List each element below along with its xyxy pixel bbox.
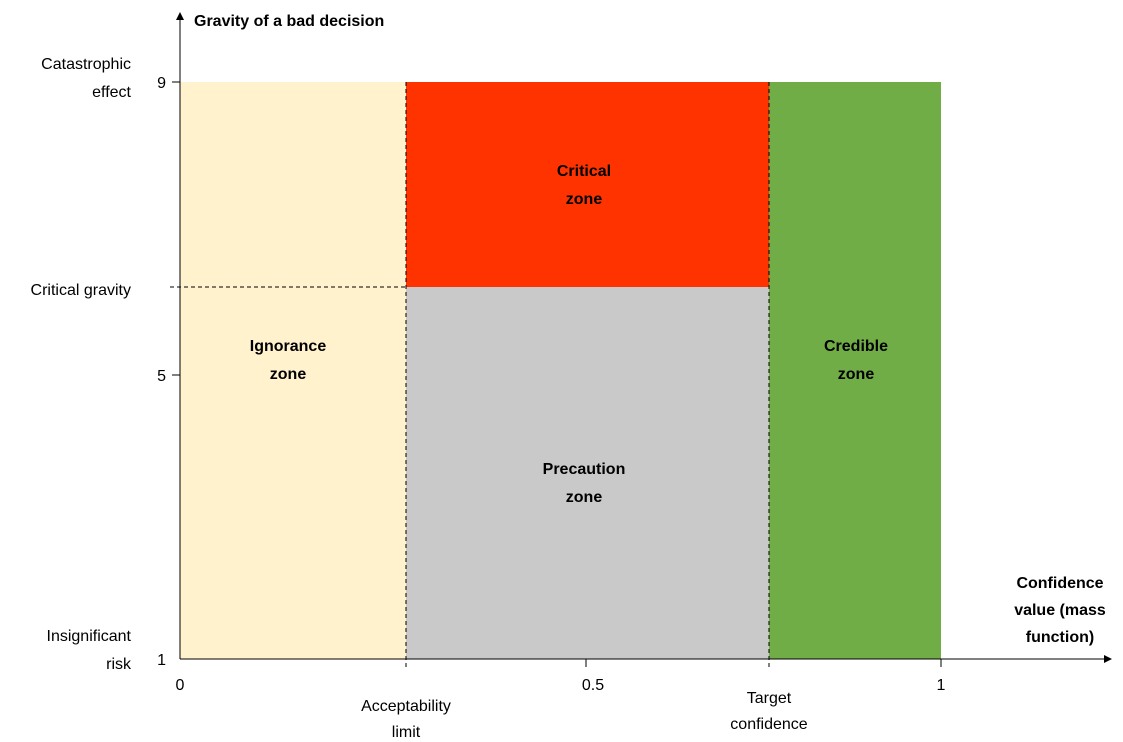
zone-label: zone <box>270 366 307 383</box>
y-label: effect <box>92 84 131 101</box>
x-tick-label: 0 <box>176 677 185 694</box>
x-tick-label: 0.5 <box>582 677 604 694</box>
x-label: Target <box>747 690 792 707</box>
x-axis-title: Confidence <box>1016 575 1103 592</box>
zone-label: Critical <box>557 163 611 180</box>
y-tick-label: 9 <box>157 75 166 92</box>
credible-zone <box>769 82 941 659</box>
zone-label: Ignorance <box>250 338 327 355</box>
y-label: Critical gravity <box>31 282 131 299</box>
y-tick-label: 5 <box>157 368 166 385</box>
precaution-zone <box>406 287 769 659</box>
y-label: Catastrophic <box>41 56 131 73</box>
x-label: limit <box>392 724 421 741</box>
x-label: confidence <box>730 716 807 733</box>
y-axis-title: Gravity of a bad decision <box>194 13 384 30</box>
y-tick-label: 1 <box>157 652 166 669</box>
x-label: Acceptability <box>361 698 451 715</box>
zone-label: Credible <box>824 338 888 355</box>
zone-label: zone <box>838 366 875 383</box>
x-axis-title: value (mass <box>1014 602 1106 619</box>
y-label: risk <box>106 656 132 673</box>
ignorance-zone <box>180 82 406 659</box>
x-tick-label: 1 <box>937 677 946 694</box>
dashed-lines <box>170 82 770 668</box>
zone-label: Precaution <box>543 461 626 478</box>
y-label: Insignificant <box>47 628 132 645</box>
zone-label: zone <box>566 191 603 208</box>
critical-zone <box>406 82 769 287</box>
ticks <box>172 81 942 667</box>
zone-label: zone <box>566 489 603 506</box>
x-axis-title: function) <box>1026 629 1094 646</box>
